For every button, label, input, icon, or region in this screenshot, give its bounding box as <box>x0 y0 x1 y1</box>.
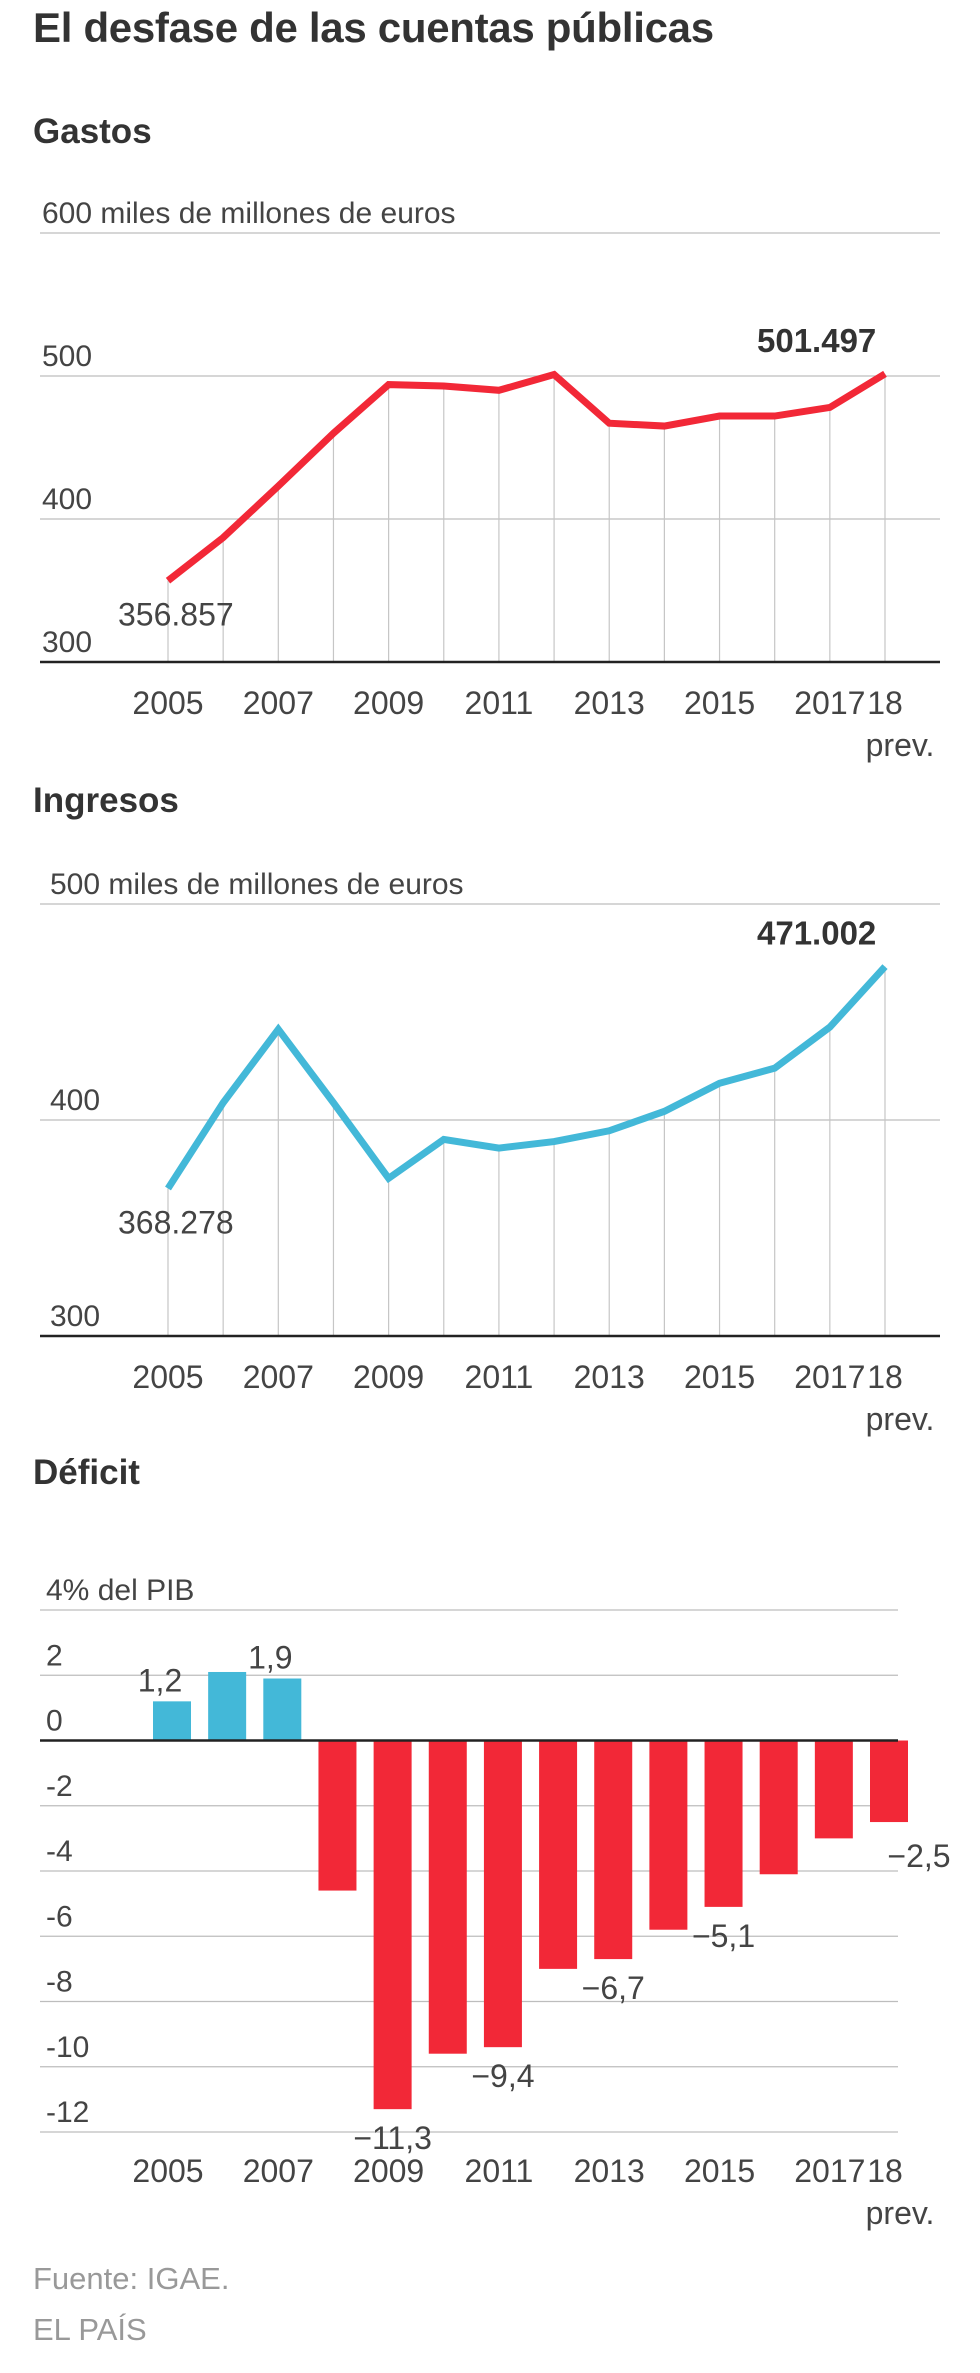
bar <box>649 1740 688 1930</box>
x-tick-label: 2013 <box>574 685 645 721</box>
bar <box>428 1740 467 2054</box>
value-label: 471.002 <box>757 915 876 952</box>
bar-value-label: −6,7 <box>582 1970 645 2006</box>
x-tick-label: 18 <box>867 2153 903 2189</box>
bar-value-label: −2,5 <box>887 1838 950 1874</box>
y-tick-label: -8 <box>46 1966 73 1999</box>
value-label: 356.857 <box>118 597 234 633</box>
x-tick-label: 2015 <box>684 685 755 721</box>
bar-value-label: 1,2 <box>138 1662 182 1698</box>
y-tick-label: 2 <box>46 1639 63 1672</box>
chart-title: El desfase de las cuentas públicas <box>33 4 714 51</box>
bar <box>539 1740 578 1969</box>
bar <box>483 1740 522 2048</box>
value-label: 501.497 <box>757 322 876 359</box>
bar <box>318 1740 357 1891</box>
credit-note: EL PAÍS <box>33 2312 147 2347</box>
y-tick-label: 500 <box>42 340 92 373</box>
ingresos-section-title: Ingresos <box>33 781 179 820</box>
bar <box>263 1678 302 1741</box>
x-tick-label: 2017 <box>794 2153 865 2189</box>
x-tick-sublabel: prev. <box>866 727 935 763</box>
x-tick-label: 2017 <box>794 685 865 721</box>
value-label: 368.278 <box>118 1205 234 1241</box>
x-tick-label: 2017 <box>794 1359 865 1395</box>
x-tick-label: 2005 <box>132 1359 203 1395</box>
series-line <box>165 964 888 1191</box>
source-note: Fuente: IGAE. <box>33 2261 230 2296</box>
gastos-section-title: Gastos <box>33 112 152 151</box>
y-tick-label: 300 <box>50 1300 100 1333</box>
x-tick-label: 2015 <box>684 1359 755 1395</box>
x-tick-label: 2005 <box>132 2153 203 2189</box>
x-tick-label: 2015 <box>684 2153 755 2189</box>
y-tick-label: 0 <box>46 1705 63 1738</box>
x-tick-label: 2011 <box>465 685 534 721</box>
x-tick-label: 2005 <box>132 685 203 721</box>
y-tick-label: 400 <box>50 1084 100 1117</box>
bar-value-label: −11,3 <box>353 2120 432 2156</box>
x-tick-label: 2007 <box>243 1359 314 1395</box>
y-tick-label: 600 miles de millones de euros <box>42 197 456 230</box>
x-tick-label: 2009 <box>353 2153 424 2189</box>
x-tick-label: 2007 <box>243 2153 314 2189</box>
bar-value-label: −5,1 <box>692 1918 755 1954</box>
bar <box>704 1740 743 1907</box>
x-tick-label: 18 <box>867 1359 903 1395</box>
y-tick-label: -2 <box>46 1770 73 1803</box>
x-tick-sublabel: prev. <box>866 1401 935 1437</box>
y-tick-label: -12 <box>46 2096 89 2129</box>
series-line <box>165 370 887 584</box>
x-tick-label: 2011 <box>465 1359 534 1395</box>
bar-value-label: 1,9 <box>248 1640 292 1676</box>
x-tick-label: 2011 <box>465 2153 534 2189</box>
bar <box>153 1701 191 1741</box>
y-tick-label: 500 miles de millones de euros <box>50 868 464 901</box>
x-tick-label: 2009 <box>353 1359 424 1395</box>
x-tick-label: 2007 <box>243 685 314 721</box>
x-tick-sublabel: prev. <box>866 2195 935 2231</box>
y-tick-label: -6 <box>46 1900 73 1933</box>
bar <box>373 1740 412 2110</box>
x-tick-label: 2009 <box>353 685 424 721</box>
y-tick-label: -4 <box>46 1835 73 1868</box>
x-tick-label: 2013 <box>574 2153 645 2189</box>
bar <box>594 1740 633 1960</box>
bar <box>208 1671 247 1741</box>
y-tick-label: 300 <box>42 626 92 659</box>
deficit-section-title: Déficit <box>33 1453 140 1492</box>
bar <box>870 1740 908 1823</box>
y-tick-label: -10 <box>46 2031 89 2064</box>
bar-value-label: −9,4 <box>471 2058 534 2094</box>
x-tick-label: 2013 <box>574 1359 645 1395</box>
x-tick-label: 18 <box>867 685 903 721</box>
bar <box>759 1740 798 1875</box>
bar <box>814 1740 853 1839</box>
y-tick-label: 4% del PIB <box>46 1574 194 1607</box>
y-tick-label: 400 <box>42 483 92 516</box>
